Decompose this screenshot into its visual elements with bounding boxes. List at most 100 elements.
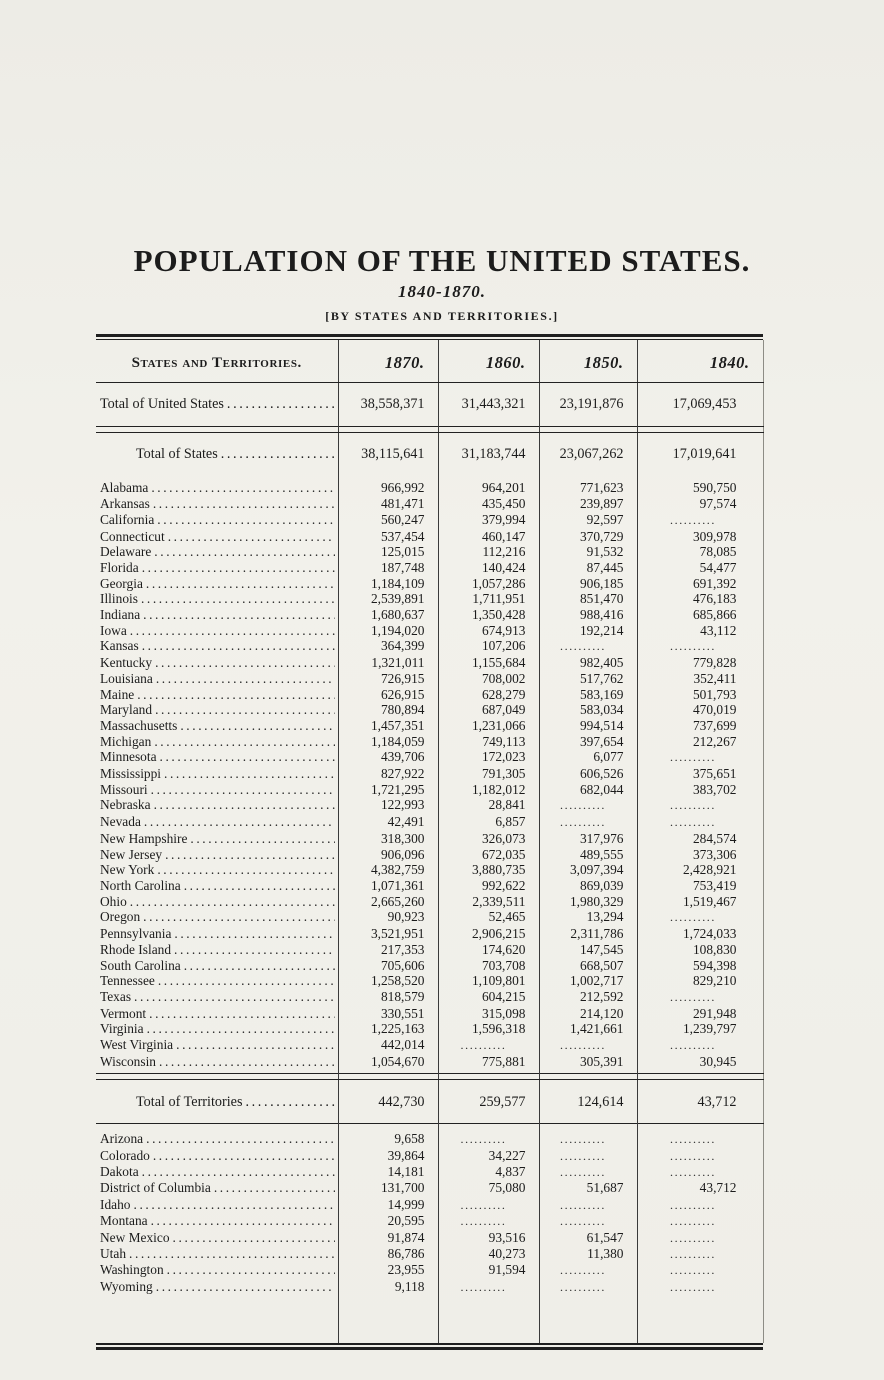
empty-cell: .......... bbox=[636, 1147, 763, 1164]
table-row: Washington 23,95591,594..................… bbox=[96, 1262, 763, 1279]
table-row: Massachusetts 1,457,3511,231,066994,51473… bbox=[96, 717, 763, 734]
row-label-wrap: Utah bbox=[96, 1246, 338, 1262]
spacer-cell bbox=[538, 1125, 637, 1132]
row-label-cell: Kentucky bbox=[96, 655, 338, 671]
value-cell: 315,098 bbox=[437, 1005, 539, 1022]
value-cell: 212,592 bbox=[538, 988, 637, 1006]
empty-cell: .......... bbox=[437, 1278, 539, 1296]
dot-leader bbox=[214, 1180, 335, 1196]
value-cell: 51,687 bbox=[538, 1180, 637, 1197]
value-cell: 4,382,759 bbox=[337, 862, 438, 878]
table-row: Idaho 14,999.............................… bbox=[96, 1196, 763, 1214]
row-label: North Carolina bbox=[100, 877, 181, 893]
dot-leader bbox=[190, 831, 334, 847]
empty-cell: .......... bbox=[636, 1213, 763, 1230]
row-label-cell: Georgia bbox=[96, 576, 338, 592]
value-cell: 291,948 bbox=[636, 1005, 763, 1022]
row-label-cell: Missouri bbox=[96, 782, 338, 798]
rule-cell bbox=[636, 425, 763, 433]
value-cell: 749,113 bbox=[437, 733, 539, 750]
value-cell: 994,514 bbox=[538, 717, 637, 734]
row-label: New Mexico bbox=[100, 1229, 170, 1245]
row-label: Indiana bbox=[100, 607, 141, 623]
row-label-wrap: Michigan bbox=[96, 734, 338, 750]
population-table: States and Territories. 1870. 1860. 1850… bbox=[96, 340, 764, 1344]
table-row: Nebraska 122,99328,841...................… bbox=[96, 797, 763, 815]
value-cell: 6,077 bbox=[538, 749, 637, 767]
table-row: Nevada 42,4916,857.................... bbox=[96, 814, 763, 831]
row-label: Nebraska bbox=[100, 797, 151, 813]
row-label-wrap: Nevada bbox=[96, 814, 338, 830]
empty-cell: .......... bbox=[636, 814, 763, 831]
value-cell: 1,711,951 bbox=[437, 591, 539, 608]
spacer-cell bbox=[538, 1069, 637, 1074]
rule-cell bbox=[636, 1072, 763, 1080]
value-cell: 23,955 bbox=[337, 1262, 438, 1279]
empty-cell: .......... bbox=[636, 1196, 763, 1214]
spacer-row bbox=[96, 1295, 763, 1344]
row-label-wrap: North Carolina bbox=[96, 878, 338, 894]
table-row: Arizona 9,658............................… bbox=[96, 1131, 763, 1148]
dot-leader bbox=[154, 734, 334, 750]
row-label-wrap: New Jersey bbox=[96, 847, 338, 863]
value-cell: 604,215 bbox=[437, 988, 539, 1006]
value-cell: 174,620 bbox=[437, 941, 539, 958]
spacer-row bbox=[96, 1125, 763, 1132]
dot-leader bbox=[143, 909, 334, 925]
value-cell: 20,595 bbox=[337, 1213, 438, 1230]
row-label-cell: Minnesota bbox=[96, 749, 338, 766]
row-label: Pennsylvania bbox=[100, 926, 172, 942]
spacer-cell bbox=[636, 1069, 763, 1074]
dot-leader bbox=[184, 958, 335, 974]
value-cell: 43,712 bbox=[636, 1180, 763, 1197]
value-cell: 187,748 bbox=[337, 559, 438, 576]
value-cell: 1,184,059 bbox=[337, 733, 438, 750]
row-label-cell: New Mexico bbox=[96, 1230, 338, 1246]
value-cell: 906,096 bbox=[337, 846, 438, 863]
row-label-wrap: Maryland bbox=[96, 702, 338, 718]
row-label-cell: Maryland bbox=[96, 702, 338, 718]
column-header-1870: 1870. bbox=[337, 340, 438, 383]
row-label-cell: South Carolina bbox=[96, 958, 338, 974]
row-label-wrap: Louisiana bbox=[96, 671, 338, 687]
table-row: New Mexico 91,87493,51661,547.......... bbox=[96, 1229, 763, 1246]
value-cell: 501,793 bbox=[636, 686, 763, 703]
row-label: Total of United States bbox=[100, 397, 224, 412]
table-row: Total of United States 38,558,37131,443,3… bbox=[96, 382, 763, 427]
empty-cell: .......... bbox=[636, 638, 763, 656]
value-cell: 97,574 bbox=[636, 496, 763, 512]
value-cell: 397,654 bbox=[538, 733, 637, 750]
value-cell: 305,391 bbox=[538, 1053, 637, 1070]
table-row: North Carolina 1,071,361992,622869,039753… bbox=[96, 877, 763, 894]
table-row: District of Columbia 131,70075,08051,6874… bbox=[96, 1180, 763, 1197]
value-cell: 583,034 bbox=[538, 702, 637, 718]
value-cell: 352,411 bbox=[636, 670, 763, 687]
row-label-wrap: Total of States bbox=[96, 447, 338, 463]
value-cell: 93,516 bbox=[437, 1229, 539, 1246]
dot-leader bbox=[144, 814, 335, 830]
empty-cell: .......... bbox=[636, 1037, 763, 1054]
table-row: New York 4,382,7593,880,7353,097,3942,428… bbox=[96, 862, 763, 878]
value-cell: 2,665,260 bbox=[337, 893, 438, 910]
empty-cell: .......... bbox=[538, 1147, 637, 1164]
row-label-cell: Louisiana bbox=[96, 671, 338, 687]
dot-leader bbox=[153, 1148, 335, 1164]
row-label-wrap: Montana bbox=[96, 1213, 338, 1229]
empty-cell: .......... bbox=[437, 1037, 539, 1054]
dot-leader bbox=[130, 894, 335, 910]
value-cell: 87,445 bbox=[538, 559, 637, 576]
value-cell: 442,014 bbox=[337, 1037, 438, 1054]
column-header-1860: 1860. bbox=[437, 340, 539, 383]
value-cell: 668,507 bbox=[538, 957, 637, 974]
table-row: Dakota 14,1814,837.................... bbox=[96, 1163, 763, 1181]
empty-cell: .......... bbox=[636, 1163, 763, 1181]
value-cell: 791,305 bbox=[437, 766, 539, 782]
row-label: Arizona bbox=[100, 1131, 144, 1147]
table-row: Utah 86,78640,27311,380.......... bbox=[96, 1245, 763, 1263]
header-row: States and Territories. 1870. 1860. 1850… bbox=[96, 340, 763, 383]
table-row: Kansas 364,399107,206.................... bbox=[96, 638, 763, 656]
rule-cell bbox=[538, 425, 637, 433]
